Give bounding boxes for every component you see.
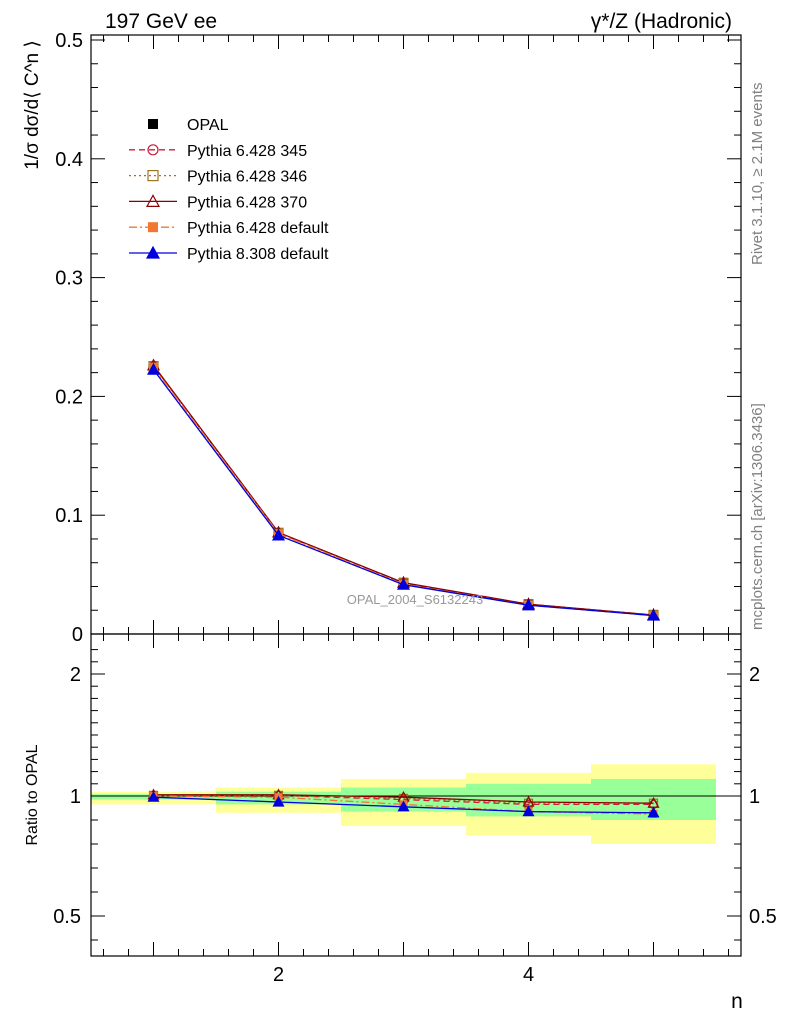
ratio-y-tick-label-right: 0.5 [749,906,777,928]
ratio-series-line [153,794,654,804]
ratio-y-tick-label: 0.5 [53,906,81,928]
main-y-axis-label: 1/σ dσ/d⟨ C^n ⟩ [22,40,43,170]
ratio-series-line [153,794,654,804]
ratio-y-axis: 0.5 0.5 1 1 2 2 [53,649,777,941]
legend-item: Pythia 6.428 345 [129,143,307,160]
legend-item: Pythia 6.428 346 [129,169,307,186]
left-title: 197 GeV ee [105,10,217,33]
ratio-series-4 [147,790,660,818]
x-tick-label: 4 [523,964,534,986]
legend-label: OPAL [187,117,229,134]
data-point [271,528,286,541]
ratio-y-tick-label: 2 [70,664,81,686]
legend-item: OPAL [148,117,229,134]
legend-item: Pythia 8.308 default [129,245,329,263]
y-tick-label: 0.5 [55,30,83,52]
ratio-y-tick-label-right: 2 [749,664,760,686]
x-axis-label: n [731,990,743,1013]
ratio-y-axis-label: Ratio to OPAL [24,744,41,845]
data-point [521,598,536,611]
y-tick-label: 0 [72,624,83,646]
legend-label: Pythia 8.308 default [187,246,329,263]
rivet-label: Rivet 3.1.10, ≥ 2.1M events [749,83,766,266]
main-plot: 0 0.1 0.2 0.3 0.4 0.5 OPAL Pythia 6.428 345 Pyth… [55,30,742,646]
legend-label: Pythia 6.428 345 [187,143,307,160]
y-tick-label: 0.3 [55,268,83,290]
ratio-y-tick-label: 1 [70,786,81,808]
ratio-y-tick-label-right: 1 [749,786,760,808]
data-point [148,222,158,233]
data-point [146,362,161,375]
data-point [397,800,410,812]
legend-label: Pythia 6.428 default [187,220,329,237]
legend-item: Pythia 6.428 default [129,220,329,237]
data-point [145,245,161,259]
x-tick-label: 2 [273,964,284,986]
data-point [647,806,660,818]
y-tick-label: 0.2 [55,386,83,408]
data-point [147,144,159,156]
series-5 [146,362,661,621]
data-point [272,795,285,807]
right-title: γ*/Z (Hadronic) [591,10,732,33]
y-tick-label: 0.1 [55,505,83,527]
mcplots-label: mcplots.cern.ch [arXiv:1306.3436] [749,403,766,630]
main-y-axis: 0 0.1 0.2 0.3 0.4 0.5 [55,30,741,646]
data-point [147,170,159,182]
legend-item: Pythia 6.428 370 [129,194,307,211]
ratio-plot: 0.5 0.51 12 22 4 [53,35,777,986]
data-point [145,194,161,207]
ratio-frame [90,633,742,957]
data-point [147,790,160,802]
data-point [396,577,411,590]
legend-label: Pythia 6.428 346 [187,169,307,186]
data-point [522,805,535,817]
watermark: OPAL_2004_S6132243 [347,592,483,607]
legend: OPAL Pythia 6.428 345 Pythia 6.428 346 Pyth… [129,117,329,263]
y-tick-label: 0.4 [55,149,83,171]
legend-label: Pythia 6.428 370 [187,194,307,211]
data-point [148,119,158,129]
